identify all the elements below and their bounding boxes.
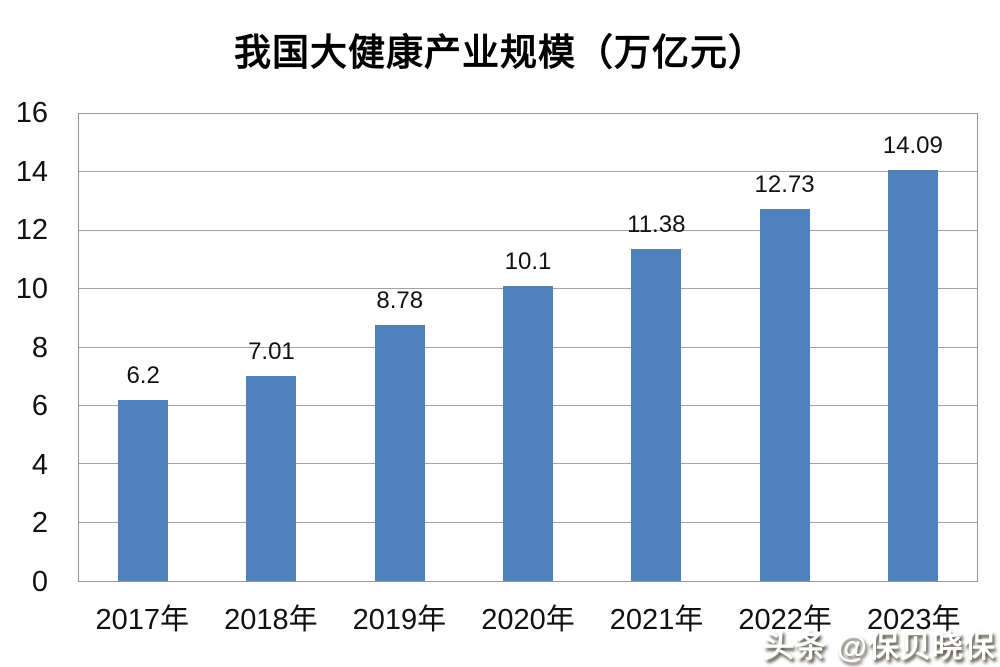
gridline-12 (79, 229, 977, 231)
y-tick-label-14: 14 (15, 155, 48, 188)
gridline-14 (79, 171, 977, 173)
x-tick-label-2022年: 2022年 (738, 604, 832, 636)
y-tick-label-6: 6 (31, 390, 48, 423)
data-label-2020年: 10.1 (504, 248, 552, 276)
x-axis: 2017年 2018年 2019年 2020年 2021年 2022年 2023年 (78, 582, 978, 662)
x-tick-label-2020年: 2020年 (481, 604, 575, 636)
data-label-2021年: 11.38 (627, 210, 686, 238)
watermark: 头条 @保贝晓保 (763, 629, 996, 664)
y-tick-label-0: 0 (31, 566, 48, 598)
x-tick-label-2018年: 2018年 (224, 604, 318, 636)
y-tick-label-16: 16 (15, 97, 48, 129)
x-tick-label-2017年: 2017年 (95, 604, 190, 636)
bar-2018年 (246, 376, 297, 581)
y-tick-label-4: 4 (31, 448, 48, 481)
y-tick-label-8: 8 (31, 331, 48, 364)
bar-2020年 (503, 286, 553, 581)
bar-2021年 (631, 248, 682, 581)
y-tick-label-12: 12 (15, 214, 48, 247)
chart-title: 我国大健康产业规模（万亿元） (234, 32, 766, 73)
x-tick-label-2019年: 2019年 (352, 604, 447, 636)
data-label-2023年: 14.09 (882, 131, 943, 159)
x-tick-label-2021年: 2021年 (609, 604, 704, 636)
x-tick-label-2023年: 2023年 (866, 604, 961, 636)
y-tick-label-10: 10 (15, 272, 48, 305)
bar-2022年 (759, 209, 810, 581)
bar-2019年 (374, 324, 425, 581)
bar-2017年 (118, 400, 169, 581)
data-label-2017年: 6.2 (126, 362, 160, 390)
data-label-2022年: 12.73 (754, 171, 815, 199)
y-tick-label-2: 2 (31, 507, 48, 540)
y-axis: 0 2 4 6 8 10 12 14 16 (0, 98, 48, 597)
bar-2023年 (887, 169, 938, 581)
data-label-2018年: 7.01 (248, 338, 295, 366)
data-label-2019年: 8.78 (376, 286, 424, 314)
plot-area: 6.2 7.01 8.78 10.1 11.38 12.73 14.09 (78, 113, 978, 582)
